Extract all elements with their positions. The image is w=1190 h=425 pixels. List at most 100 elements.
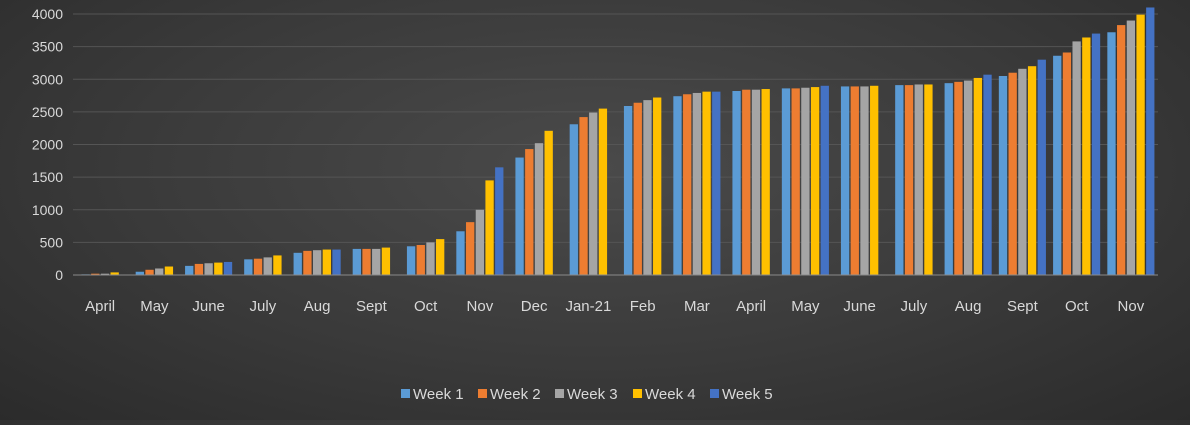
bar-week-2-oct bbox=[416, 244, 425, 275]
bar-week-1-nov bbox=[1107, 32, 1116, 275]
bar-week-1-sept bbox=[998, 75, 1008, 276]
bar-week-1-jan-21 bbox=[569, 124, 578, 276]
bar-week-1-sept bbox=[352, 248, 361, 275]
x-category-label: May bbox=[140, 298, 169, 315]
x-category-label: June bbox=[192, 298, 225, 315]
bar-week-3-aug bbox=[312, 250, 322, 275]
legend-label: Week 1 bbox=[413, 386, 464, 403]
y-tick-label: 1000 bbox=[32, 202, 63, 218]
y-tick-label: 3500 bbox=[32, 39, 63, 55]
bar-week-2-july bbox=[253, 258, 263, 275]
bar-week-3-dec bbox=[534, 143, 544, 275]
legend-swatch bbox=[478, 389, 487, 398]
x-category-label: Nov bbox=[1118, 298, 1145, 315]
bar-week-5-aug bbox=[332, 249, 341, 275]
bar-week-5-may bbox=[820, 85, 829, 275]
y-tick-label: 2000 bbox=[32, 137, 63, 153]
legend-item: Week 1 bbox=[401, 386, 464, 403]
bar-week-1-oct bbox=[1053, 55, 1062, 276]
bar-week-2-nov bbox=[1117, 25, 1126, 276]
x-category-label: Dec bbox=[521, 298, 548, 315]
bar-week-4-oct bbox=[436, 239, 445, 275]
bar-week-4-nov bbox=[1136, 14, 1145, 276]
bar-week-3-june bbox=[204, 263, 213, 275]
legend-label: Week 2 bbox=[490, 386, 541, 403]
x-category-label: Aug bbox=[304, 298, 331, 315]
bar-week-3-sept bbox=[372, 248, 381, 275]
bar-week-4-mar bbox=[702, 91, 711, 276]
bar-week-2-sept bbox=[1008, 72, 1017, 275]
bar-week-5-mar bbox=[712, 91, 721, 276]
bar-week-1-june bbox=[840, 86, 850, 276]
bar-week-4-jan-21 bbox=[598, 108, 608, 275]
bar-week-2-dec bbox=[525, 149, 534, 275]
bar-week-5-sept bbox=[1037, 59, 1046, 276]
bar-week-3-jan-21 bbox=[589, 112, 598, 275]
x-category-label: Oct bbox=[1065, 298, 1089, 315]
bar-week-2-sept bbox=[362, 248, 371, 275]
gridlines bbox=[73, 13, 1158, 243]
bar-week-1-nov bbox=[456, 231, 465, 275]
y-tick-label: 3000 bbox=[32, 71, 63, 87]
bars bbox=[81, 7, 1155, 276]
legend-item: Week 3 bbox=[555, 386, 618, 403]
legend-item: Week 2 bbox=[478, 386, 541, 403]
bar-week-4-dec bbox=[544, 130, 553, 275]
bar-week-2-nov bbox=[466, 222, 475, 275]
bar-week-3-july bbox=[263, 257, 272, 275]
legend-item: Week 5 bbox=[710, 386, 773, 403]
bar-week-2-may bbox=[145, 269, 154, 275]
x-category-label: Aug bbox=[955, 298, 982, 315]
bar-week-4-feb bbox=[653, 97, 662, 276]
bar-week-2-april bbox=[91, 273, 100, 275]
bar-week-1-july bbox=[895, 85, 904, 276]
bar-week-5-oct bbox=[1091, 33, 1101, 275]
bar-week-2-may bbox=[791, 88, 800, 275]
bar-week-3-oct bbox=[426, 242, 435, 276]
x-category-label: Sept bbox=[1007, 298, 1039, 315]
bar-week-4-sept bbox=[381, 247, 391, 275]
bar-week-1-feb bbox=[623, 106, 633, 275]
legend-swatch bbox=[555, 389, 564, 398]
bar-week-4-june bbox=[870, 85, 879, 275]
legend-item: Week 4 bbox=[633, 386, 696, 403]
bar-week-3-oct bbox=[1072, 41, 1081, 275]
bar-week-1-may bbox=[135, 271, 144, 275]
bar-week-3-sept bbox=[1018, 68, 1027, 275]
bar-week-1-oct bbox=[406, 246, 416, 275]
bar-week-2-mar bbox=[683, 94, 692, 275]
bar-week-5-nov bbox=[495, 167, 504, 275]
x-category-label: Oct bbox=[414, 298, 438, 315]
x-category-label: June bbox=[843, 298, 876, 315]
bar-week-3-may bbox=[155, 268, 164, 275]
bar-week-3-june bbox=[860, 86, 869, 276]
bar-week-3-april bbox=[751, 89, 761, 275]
bar-week-4-aug bbox=[973, 77, 982, 275]
bar-week-2-june bbox=[194, 263, 204, 275]
bar-week-1-aug bbox=[293, 252, 302, 275]
bar-week-1-may bbox=[781, 88, 791, 275]
x-category-label: May bbox=[791, 298, 820, 315]
bar-week-3-may bbox=[801, 87, 810, 275]
bar-week-1-april bbox=[732, 91, 741, 275]
bar-week-4-may bbox=[810, 87, 820, 275]
legend-swatch bbox=[401, 389, 410, 398]
legend: Week 1 Week 2 Week 3 Week 4 Week 5 bbox=[401, 386, 773, 403]
legend-swatch bbox=[710, 389, 719, 398]
y-tick-label: 500 bbox=[40, 234, 64, 250]
bar-week-4-oct bbox=[1082, 37, 1091, 275]
y-tick-label: 2500 bbox=[32, 104, 63, 120]
bar-week-1-july bbox=[244, 259, 253, 275]
bar-week-4-nov bbox=[485, 180, 494, 275]
x-category-label: July bbox=[250, 298, 277, 315]
bar-week-1-aug bbox=[944, 83, 953, 275]
x-category-label: Feb bbox=[630, 298, 656, 315]
bar-week-2-july bbox=[904, 85, 914, 276]
bar-week-2-feb bbox=[633, 102, 642, 276]
bar-week-2-aug bbox=[303, 250, 312, 275]
x-category-label: April bbox=[85, 298, 115, 315]
y-axis-tick-labels: 0 500 1000 1500 2000 2500 3000 3500 4000 bbox=[32, 6, 63, 283]
x-category-label: April bbox=[736, 298, 766, 315]
x-category-label: Mar bbox=[684, 298, 710, 315]
